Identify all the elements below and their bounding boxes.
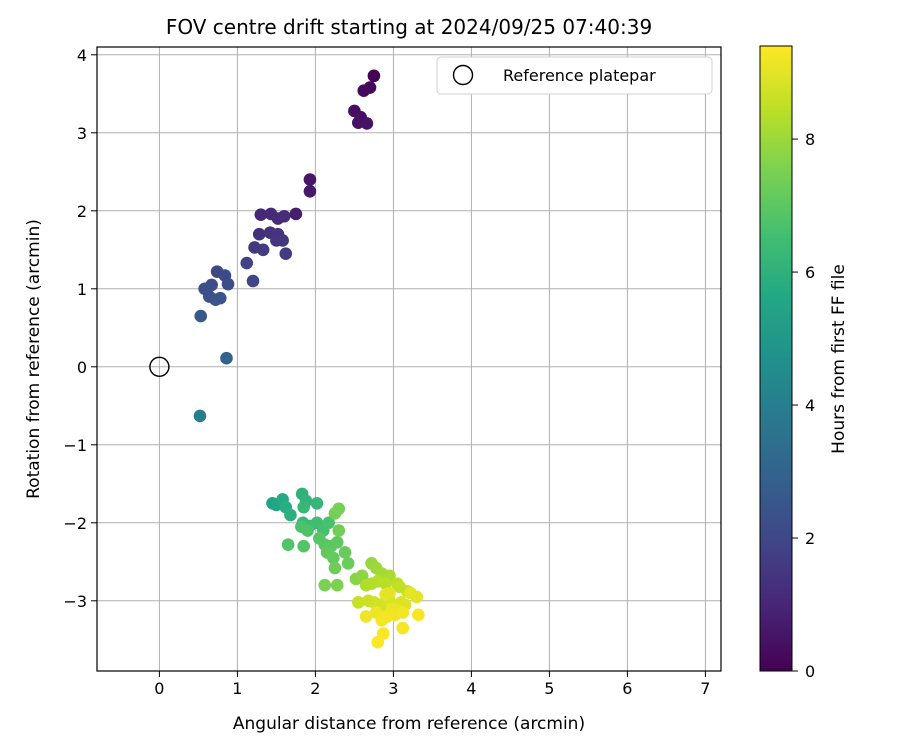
- x-tick-label: 1: [232, 679, 242, 698]
- x-tick-label: 3: [388, 679, 398, 698]
- data-point: [277, 209, 291, 223]
- data-point: [330, 578, 344, 592]
- y-axis-ticks: −3 −2 −1 0 1 2 3 4: [63, 46, 97, 611]
- colorbar-tick-label: 4: [805, 396, 815, 415]
- x-tick-label: 7: [700, 679, 710, 698]
- colorbar-label: Hours from first FF file: [829, 264, 849, 454]
- data-point: [377, 611, 391, 625]
- data-point: [301, 524, 314, 537]
- data-point: [303, 185, 317, 198]
- data-point: [357, 84, 371, 97]
- data-point: [327, 551, 340, 565]
- plot-area: 0 1 2 3 4 5 6 7 −3 −2 −1 0 1 2 3 4: [63, 46, 722, 698]
- data-point: [303, 173, 317, 186]
- y-tick-label: 0: [77, 358, 87, 377]
- data-point: [284, 508, 297, 522]
- data-point: [330, 536, 344, 549]
- colorbar-gradient: [759, 45, 793, 672]
- x-axis-ticks: 0 1 2 3 4 5 6 7: [154, 671, 710, 698]
- colorbar-tick-label: 8: [805, 130, 815, 149]
- data-point: [246, 274, 260, 288]
- chart-title: FOV centre drift starting at 2024/09/25 …: [166, 15, 652, 39]
- legend-reference-label: Reference platepar: [503, 66, 656, 85]
- data-points: [193, 69, 425, 649]
- data-point: [297, 500, 311, 514]
- data-point: [213, 291, 227, 305]
- x-tick-label: 4: [466, 679, 476, 698]
- data-point: [289, 207, 303, 221]
- data-point: [360, 117, 374, 130]
- colorbar: 0 2 4 6 8 Hours from first FF file: [759, 45, 849, 681]
- legend-reference-marker: [452, 64, 474, 86]
- y-axis-label: Rotation from reference (arcmin): [24, 219, 44, 499]
- data-point: [279, 247, 293, 260]
- y-tick-label: −1: [63, 436, 87, 455]
- data-point: [322, 516, 335, 530]
- data-point: [367, 69, 381, 83]
- colorbar-tick-label: 0: [805, 662, 815, 681]
- y-tick-label: 3: [77, 124, 87, 143]
- x-tick-label: 0: [154, 679, 164, 698]
- data-point: [256, 243, 270, 257]
- data-point: [352, 596, 365, 609]
- x-tick-label: 6: [622, 679, 632, 698]
- y-tick-label: −3: [63, 592, 87, 611]
- colorbar-tick-label: 2: [805, 529, 815, 548]
- data-point: [412, 608, 425, 622]
- y-tick-label: 1: [77, 280, 87, 299]
- data-point: [252, 227, 266, 241]
- data-point: [221, 277, 235, 291]
- data-point: [297, 539, 311, 553]
- data-point: [383, 586, 396, 600]
- data-point: [396, 606, 410, 619]
- data-point: [396, 621, 410, 635]
- legend: Reference platepar: [436, 56, 713, 95]
- data-point: [276, 234, 289, 247]
- colorbar-tick-label: 6: [805, 263, 815, 282]
- plot-frame: [96, 46, 722, 672]
- data-point: [220, 351, 233, 365]
- x-tick-label: 5: [544, 679, 554, 698]
- data-point: [193, 409, 207, 423]
- x-tick-label: 2: [310, 679, 320, 698]
- data-point: [310, 497, 324, 510]
- grid-lines: [97, 47, 721, 671]
- data-point: [359, 610, 373, 623]
- data-point: [281, 538, 295, 551]
- data-point: [194, 309, 208, 323]
- data-point: [404, 586, 417, 600]
- data-point: [254, 208, 268, 221]
- colorbar-ticks: 0 2 4 6 8: [792, 130, 815, 681]
- data-point: [371, 635, 385, 649]
- y-tick-label: 2: [77, 202, 87, 221]
- data-point: [338, 546, 352, 559]
- reference-marker: [149, 356, 170, 377]
- y-tick-label: −2: [63, 514, 87, 533]
- data-point: [318, 578, 332, 592]
- data-point: [240, 256, 254, 270]
- data-point: [328, 561, 342, 575]
- x-axis-label: Angular distance from reference (arcmin): [233, 714, 585, 734]
- legend-box: [436, 56, 713, 95]
- data-point: [332, 502, 346, 516]
- data-point: [341, 557, 355, 570]
- data-point: [332, 524, 346, 537]
- y-tick-label: 4: [77, 46, 87, 65]
